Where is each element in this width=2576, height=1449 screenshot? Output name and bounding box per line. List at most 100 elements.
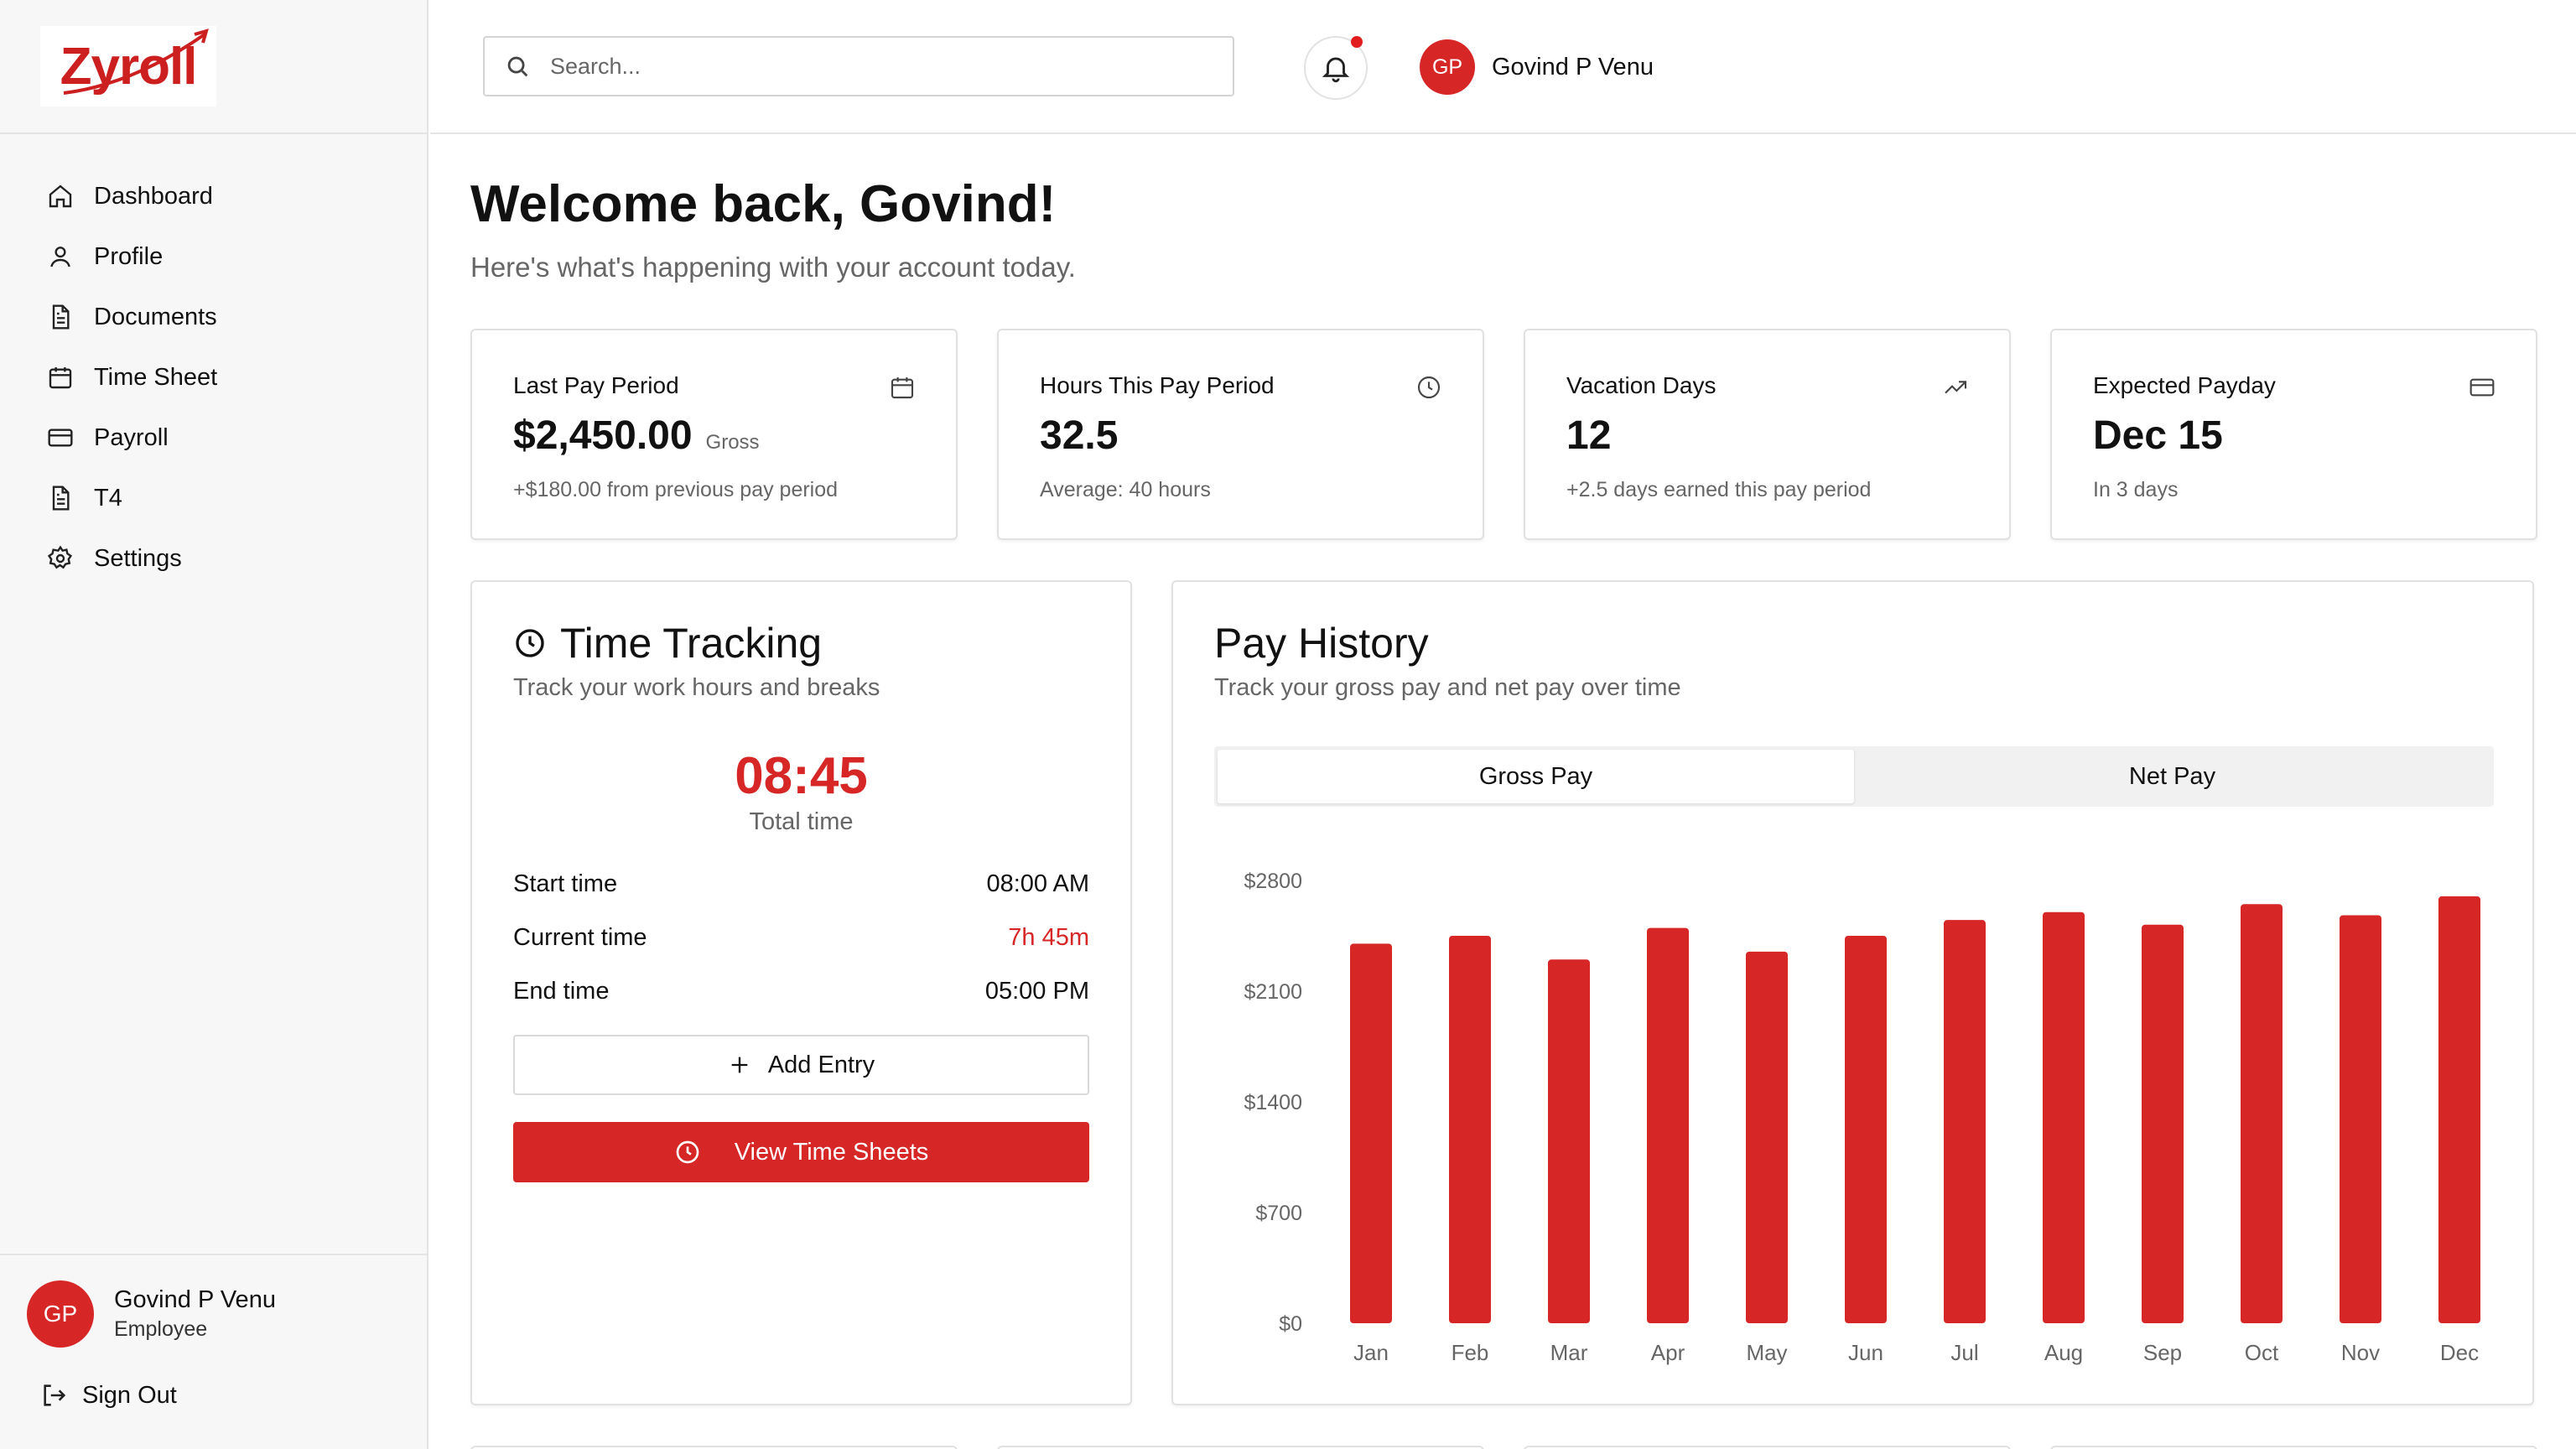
sign-out-button[interactable]: Sign Out [40, 1381, 177, 1410]
search-icon [507, 56, 528, 77]
clock-icon [1417, 376, 1441, 399]
zyroll-logo[interactable]: Zyroll [40, 26, 216, 106]
clock-icon [516, 629, 544, 657]
tab-net-pay[interactable]: Net Pay [2128, 762, 2216, 790]
header-user-name: Govind P Venu [1492, 53, 1654, 80]
x-tick-label: Apr [1651, 1340, 1685, 1365]
bottom-card [997, 1446, 1484, 1449]
x-tick-label: May [1746, 1340, 1787, 1365]
sidebar-item-profile[interactable]: Profile [0, 226, 427, 287]
user-icon [50, 247, 70, 267]
sidebar-item-label: Settings [94, 544, 182, 572]
sidebar-item-label: Payroll [94, 423, 169, 451]
page-title: Welcome back, Govind! [470, 175, 1057, 233]
x-tick-label: Jul [1950, 1340, 1978, 1365]
header-user-menu[interactable]: GP Govind P Venu [1420, 39, 1654, 95]
avatar: GP [27, 1280, 94, 1348]
total-time-value: 08:45 [735, 747, 868, 805]
y-tick-label: $700 [1255, 1202, 1302, 1225]
x-tick-label: Aug [2044, 1340, 2083, 1365]
document-icon [52, 304, 70, 330]
end-time-row: End time 05:00 PM [513, 978, 1089, 1005]
sidebar-item-documents[interactable]: Documents [0, 287, 427, 347]
view-time-sheets-button[interactable]: View Time Sheets [513, 1122, 1089, 1182]
y-tick-label: $2100 [1244, 980, 1302, 1004]
page-subtitle: Here's what's happening with your accoun… [470, 252, 1076, 283]
add-entry-button[interactable]: Add Entry [513, 1035, 1089, 1095]
stat-card-hours: Hours This Pay Period 32.5 Average: 40 h… [997, 329, 1484, 540]
bar-oct[interactable] [2241, 904, 2283, 1323]
add-entry-label: Add Entry [767, 1051, 875, 1078]
row-value: 08:00 AM [986, 870, 1089, 897]
y-tick-label: $2800 [1244, 870, 1302, 893]
x-tick-label: Sep [2143, 1340, 2182, 1365]
x-tick-label: Mar [1550, 1340, 1588, 1365]
bar-jul[interactable] [1944, 920, 1986, 1323]
logo-arrow-icon [63, 29, 209, 95]
sidebar-item-label: Documents [94, 303, 217, 330]
user-role: Employee [114, 1317, 208, 1341]
row-label: Current time [513, 924, 647, 951]
trending-up-icon [1945, 381, 1967, 394]
logo-area: Zyroll [0, 0, 427, 134]
sidebar-item-time-sheet[interactable]: Time Sheet [0, 347, 427, 408]
calendar-icon [49, 367, 72, 389]
sidebar-item-payroll[interactable]: Payroll [0, 408, 427, 468]
x-tick-label: Feb [1452, 1340, 1489, 1365]
bar-apr[interactable] [1647, 927, 1689, 1323]
row-label: Start time [513, 870, 618, 897]
sidebar-footer: GP Govind P Venu Employee Sign Out [0, 1254, 427, 1449]
notifications-button[interactable] [1304, 36, 1368, 100]
sidebar-item-t4[interactable]: T4 [0, 468, 427, 528]
clock-icon [676, 1140, 699, 1164]
bar-may[interactable] [1746, 951, 1788, 1323]
bar-aug[interactable] [2043, 911, 2085, 1323]
total-time-label: Total time [749, 808, 854, 835]
sidebar: Zyroll Dashboard Profile Documents Time … [0, 0, 428, 1449]
bar-nov[interactable] [2340, 915, 2381, 1323]
bar-feb[interactable] [1449, 936, 1491, 1323]
credit-card-icon [2470, 378, 2495, 397]
top-header: GP Govind P Venu [430, 0, 2576, 134]
search-input[interactable] [550, 53, 1204, 80]
sign-out-icon [44, 1384, 66, 1406]
bottom-card [2050, 1446, 2537, 1449]
bar-dec[interactable] [2438, 896, 2480, 1323]
sign-out-label: Sign Out [82, 1381, 177, 1409]
time-tracking-title: Time Tracking [513, 619, 822, 667]
pay-history-chart: $0 $700 $1400 $2100 $2800 Jan Feb Mar Apr May Jun J… [1244, 870, 2480, 1365]
sidebar-item-label: Dashboard [94, 182, 213, 210]
stat-label: Vacation Days [1566, 372, 1716, 398]
sidebar-item-settings[interactable]: Settings [0, 528, 427, 589]
stat-value: 32.5 [1040, 413, 1119, 458]
y-tick-label: $1400 [1244, 1091, 1302, 1114]
bar-jun[interactable] [1845, 936, 1887, 1323]
bottom-card [1524, 1446, 2011, 1449]
pay-type-tabs: Gross Pay Net Pay [1214, 746, 2494, 807]
x-tick-label: Nov [2341, 1340, 2380, 1365]
stat-sub: +2.5 days earned this pay period [1566, 478, 1872, 501]
tab-gross-pay[interactable]: Gross Pay [1218, 750, 1854, 803]
stat-label: Last Pay Period [513, 372, 679, 398]
bar-sep[interactable] [2142, 924, 2184, 1323]
pay-history-title: Pay History [1214, 620, 1429, 667]
sidebar-item-label: Time Sheet [94, 363, 218, 391]
search-box[interactable] [483, 36, 1234, 96]
bell-icon [1322, 57, 1350, 83]
x-tick-label: Oct [2245, 1340, 2279, 1365]
bar-jan[interactable] [1350, 943, 1392, 1323]
home-icon [49, 184, 72, 208]
current-time-row: Current time 7h 45m [513, 924, 1089, 952]
pay-history-subtitle: Track your gross pay and net pay over ti… [1214, 674, 1681, 701]
stat-label: Expected Payday [2093, 372, 2276, 398]
sidebar-item-dashboard[interactable]: Dashboard [0, 166, 427, 226]
logo-text: Zyroll [60, 37, 198, 96]
stat-card-vacation-days: Vacation Days 12 +2.5 days earned this p… [1524, 329, 2011, 540]
stat-value-suffix: Gross [705, 431, 760, 454]
bar-mar[interactable] [1548, 959, 1590, 1323]
stat-card-last-pay-period: Last Pay Period $2,450.00 Gross +$180.00 … [470, 329, 958, 540]
bottom-card [470, 1446, 958, 1449]
stat-sub: Average: 40 hours [1040, 478, 1211, 501]
x-tick-label: Jan [1353, 1340, 1389, 1365]
gear-icon [47, 545, 73, 569]
